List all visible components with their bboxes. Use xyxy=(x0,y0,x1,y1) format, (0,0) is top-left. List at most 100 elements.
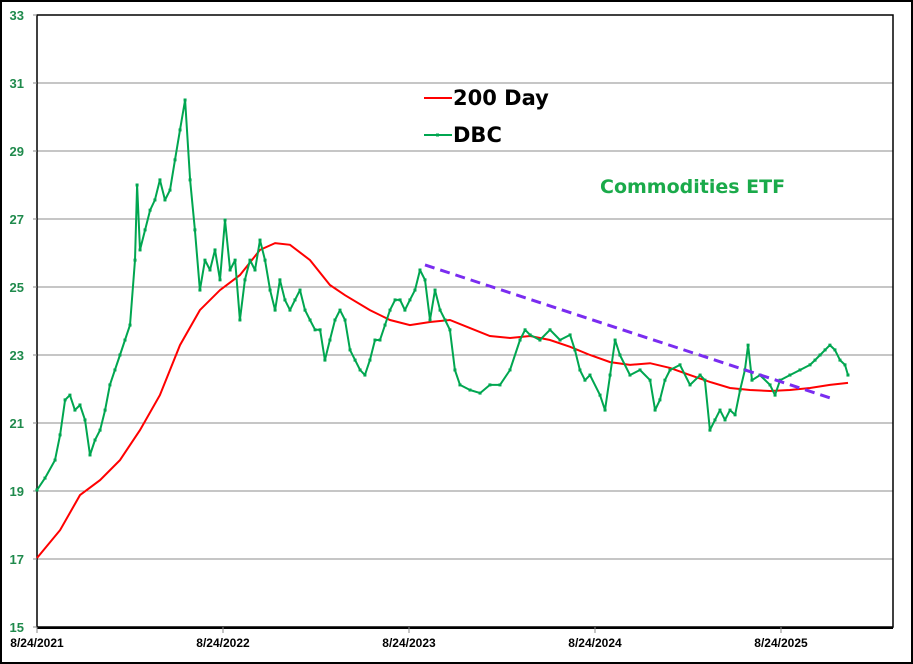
dbc-point xyxy=(343,318,347,322)
dbc-point xyxy=(393,298,397,302)
y-tick-label: 19 xyxy=(10,484,24,499)
dbc-point xyxy=(383,323,387,327)
x-tick-label: 8/24/2024 xyxy=(568,636,622,650)
dbc-point xyxy=(773,393,777,397)
dbc-point xyxy=(723,418,727,422)
dbc-point xyxy=(78,403,82,407)
dbc-point xyxy=(478,391,482,395)
dbc-point xyxy=(813,358,817,362)
dbc-point xyxy=(278,278,282,282)
y-tick-label: 29 xyxy=(10,144,24,159)
dbc-point xyxy=(223,218,227,222)
dbc-point xyxy=(508,368,512,372)
dbc-point xyxy=(173,158,177,162)
dbc-point xyxy=(413,288,417,292)
dbc-point xyxy=(253,268,257,272)
legend-dbc-label: DBC xyxy=(453,123,502,147)
dbc-point xyxy=(153,198,157,202)
dbc-point xyxy=(268,288,272,292)
dbc-point xyxy=(138,248,142,252)
dbc-point xyxy=(293,298,297,302)
dbc-point xyxy=(53,458,57,462)
dbc-point xyxy=(58,433,62,437)
dbc-point xyxy=(598,393,602,397)
dbc-point xyxy=(603,408,607,412)
dbc-point xyxy=(408,298,412,302)
dbc-point xyxy=(788,373,792,377)
dbc-point xyxy=(183,98,187,102)
dbc-point xyxy=(288,308,292,312)
dbc-point xyxy=(538,338,542,342)
trendline-dashed xyxy=(424,263,831,400)
dbc-point xyxy=(833,348,837,352)
dbc-point xyxy=(618,353,622,357)
dbc-point xyxy=(433,288,437,292)
dbc-point xyxy=(188,178,192,182)
y-tick-label: 17 xyxy=(10,552,24,567)
dbc-point xyxy=(273,308,277,312)
dbc-point xyxy=(568,333,572,337)
dbc-point xyxy=(83,418,87,422)
dbc-point xyxy=(638,368,642,372)
dbc-point xyxy=(178,128,182,132)
dbc-point xyxy=(228,268,232,272)
y-tick-label: 15 xyxy=(10,620,24,635)
dbc-point xyxy=(468,388,472,392)
dbc-point xyxy=(233,258,237,262)
dbc-point xyxy=(418,268,422,272)
y-tick-label: 21 xyxy=(10,416,24,431)
dbc-point xyxy=(798,368,802,372)
dbc-point xyxy=(73,408,77,412)
dbc-point xyxy=(818,353,822,357)
dbc-point xyxy=(808,363,812,367)
dbc-point xyxy=(573,348,577,352)
y-tick-label: 33 xyxy=(10,8,24,23)
dbc-point xyxy=(703,378,707,382)
dbc-point xyxy=(458,383,462,387)
dbc-point xyxy=(123,338,127,342)
x-tick-label: 8/24/2021 xyxy=(10,636,64,650)
dbc-point xyxy=(653,408,657,412)
dbc-point xyxy=(238,318,242,322)
dbc-point xyxy=(208,268,212,272)
dbc-point xyxy=(403,308,407,312)
dbc-point xyxy=(98,428,102,432)
legend-200day-label: 200 Day xyxy=(453,86,549,110)
dbc-point xyxy=(133,258,137,262)
dbc-point xyxy=(263,258,267,262)
dbc-point xyxy=(453,368,457,372)
dbc-point xyxy=(523,328,527,332)
dbc-point xyxy=(318,328,322,332)
dbc-point xyxy=(328,338,332,342)
dbc-point xyxy=(158,178,162,182)
dbc-point xyxy=(35,488,39,492)
legend: 200 Day DBC xyxy=(424,86,549,147)
dbc-point xyxy=(163,198,167,202)
dbc-point xyxy=(313,328,317,332)
dbc-point xyxy=(203,258,207,262)
chart-annotation: Commodities ETF xyxy=(600,176,785,198)
dbc-point xyxy=(668,368,672,372)
dbc-point xyxy=(283,298,287,302)
dbc-point xyxy=(438,308,442,312)
dbc-point xyxy=(846,373,850,377)
dbc-point xyxy=(198,288,202,292)
dbc-point xyxy=(548,328,552,332)
dbc-point xyxy=(88,453,92,457)
dbc-point xyxy=(823,348,827,352)
dbc-point xyxy=(733,413,737,417)
dbc-point xyxy=(828,343,832,347)
dbc-point xyxy=(588,373,592,377)
dbc-point xyxy=(338,308,342,312)
dbc-point xyxy=(843,363,847,367)
dbc-point xyxy=(838,358,842,362)
dbc-point xyxy=(298,288,302,292)
dbc-point xyxy=(358,368,362,372)
dbc-point xyxy=(708,428,712,432)
dbc-point xyxy=(308,318,312,322)
dbc-point xyxy=(713,418,717,422)
dbc-point xyxy=(583,378,587,382)
dbc-point xyxy=(428,318,432,322)
